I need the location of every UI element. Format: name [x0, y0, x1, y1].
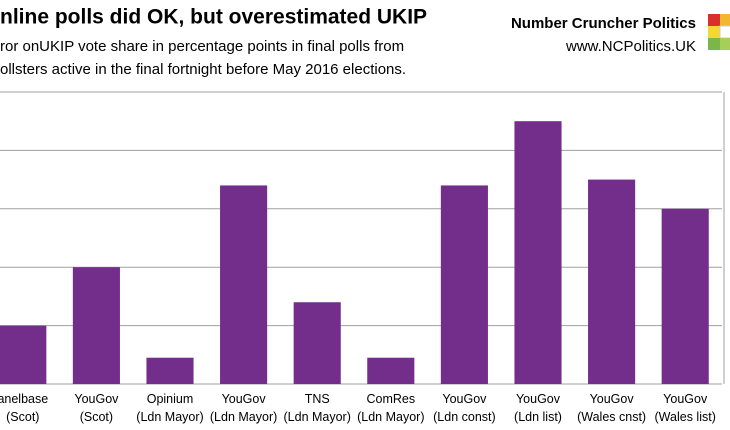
logo-square	[720, 14, 730, 26]
x-tick-label-line: YouGov	[663, 392, 708, 406]
x-tick-label: TNS (Ldn Mayor)	[284, 392, 351, 424]
x-tick-label-line: TNS	[305, 392, 330, 406]
x-tick-label: YouGov (Wales cnst)	[577, 392, 646, 424]
bar	[293, 302, 341, 384]
logo	[708, 14, 730, 50]
x-tick-label-line: YouGov	[442, 392, 487, 406]
x-tick-label-line: (Ldn Mayor)	[210, 410, 277, 424]
x-tick-label-line: (Ldn Mayor)	[357, 410, 424, 424]
x-tick-label: Opinium (Ldn Mayor)	[136, 392, 203, 424]
x-tick-label-line: (Ldn const)	[433, 410, 496, 424]
x-tick-label-line: YouGov	[590, 392, 635, 406]
subtitle: ollsters active in the final fortnight b…	[0, 61, 406, 78]
bar	[72, 267, 120, 384]
x-tick-label-line: ComRes	[366, 392, 415, 406]
logo-square	[708, 26, 720, 38]
x-tick-label-line: YouGov	[222, 392, 267, 406]
x-tick-label-line: (Wales cnst)	[577, 410, 646, 424]
x-tick-label: anelbase (Scot)	[0, 392, 48, 424]
source-name: Number Cruncher Politics	[511, 15, 696, 32]
x-tick-label-line: (Scot)	[6, 410, 39, 424]
x-tick-label: ComRes (Ldn Mayor)	[357, 392, 424, 424]
x-tick-label: YouGov (Ldn const)	[433, 392, 496, 424]
subtitle: ror onUKIP vote share in percentage poin…	[0, 38, 404, 55]
bar	[440, 185, 488, 384]
source-url: www.NCPolitics.UK	[565, 38, 696, 55]
x-tick-label: YouGov (Scot)	[74, 392, 119, 424]
logo-square	[708, 38, 720, 50]
bar	[220, 185, 268, 384]
x-tick-label-line: (Ldn Mayor)	[136, 410, 203, 424]
logo-square	[719, 25, 730, 39]
x-tick-label-line: (Ldn Mayor)	[284, 410, 351, 424]
x-tick-label: YouGov (Ldn Mayor)	[210, 392, 277, 424]
x-tick-label: YouGov (Wales list)	[655, 392, 716, 424]
logo-square	[708, 14, 720, 26]
x-tick-label: YouGov (Ldn list)	[514, 392, 562, 424]
bar	[514, 121, 562, 384]
x-tick-label-line: YouGov	[516, 392, 561, 406]
bar	[588, 179, 636, 384]
bar	[367, 357, 415, 384]
x-tick-label-line: anelbase	[0, 392, 48, 406]
logo-square	[720, 38, 730, 50]
x-tick-label-line: (Ldn list)	[514, 410, 562, 424]
x-tick-label-line: YouGov	[74, 392, 119, 406]
x-tick-label-line: Opinium	[147, 392, 194, 406]
bar	[146, 357, 194, 384]
x-tick-label-line: (Scot)	[80, 410, 113, 424]
bar	[661, 208, 709, 384]
chart-title: nline polls did OK, but overestimated UK…	[0, 6, 427, 29]
x-tick-label-line: (Wales list)	[655, 410, 716, 424]
bar	[0, 325, 47, 384]
